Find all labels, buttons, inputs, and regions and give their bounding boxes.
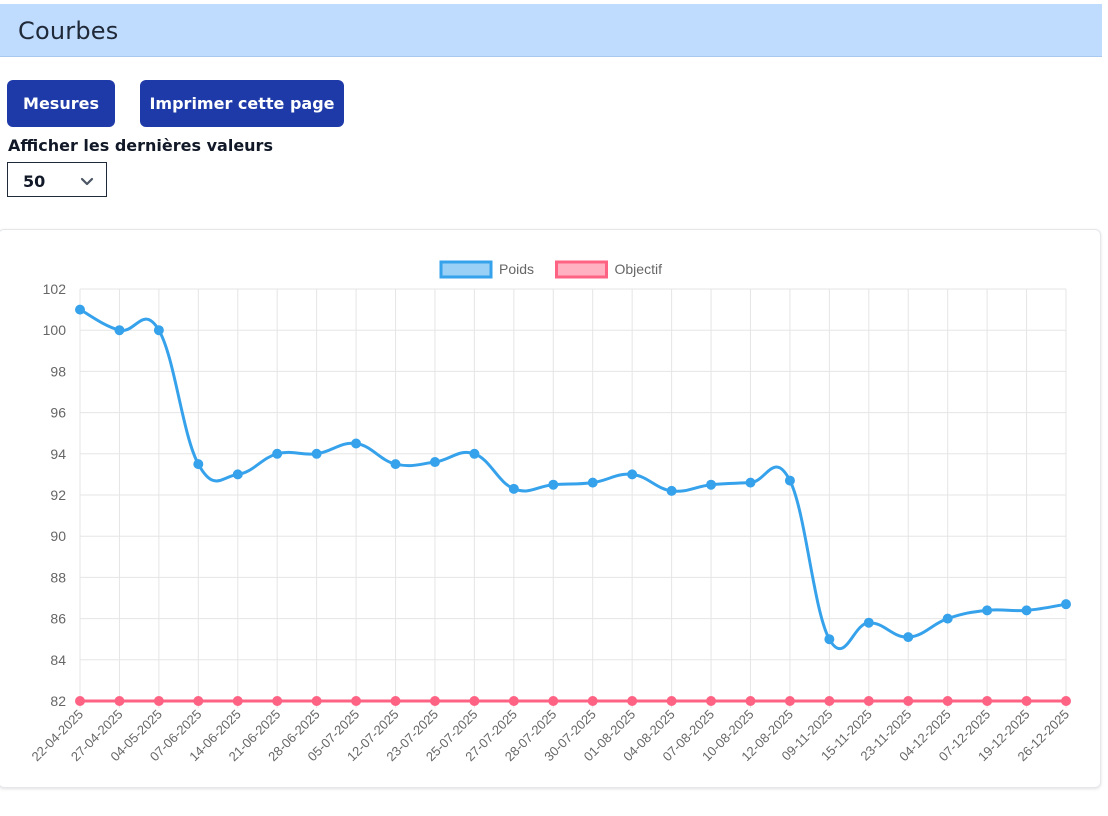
- y-tick-label: 88: [50, 569, 66, 585]
- objectif-legend-label: Objectif: [615, 261, 663, 277]
- page-header: Courbes: [0, 4, 1102, 57]
- objectif-point: [706, 696, 717, 706]
- poids-legend-label: Poids: [499, 261, 534, 277]
- poids-point: [75, 304, 85, 315]
- objectif-point: [153, 696, 164, 706]
- y-tick-label: 82: [50, 693, 66, 709]
- poids-point: [784, 475, 795, 486]
- y-tick-label: 98: [50, 363, 66, 379]
- poids-point: [627, 469, 638, 480]
- poids-point: [982, 605, 993, 616]
- poids-point: [824, 634, 835, 645]
- poids-point: [390, 459, 401, 470]
- objectif-point: [942, 696, 953, 706]
- poids-point: [745, 477, 756, 488]
- objectif-point: [666, 696, 677, 706]
- y-tick-label: 96: [50, 405, 66, 421]
- objectif-point: [587, 696, 598, 706]
- last-values-select[interactable]: 50: [7, 162, 107, 197]
- y-tick-label: 100: [43, 322, 67, 338]
- chevron-down-icon: [80, 174, 94, 192]
- poids-point: [706, 479, 717, 490]
- poids-point: [548, 479, 559, 490]
- last-values-label: Afficher les dernières valeurs: [8, 136, 273, 155]
- objectif-legend-swatch: [555, 260, 608, 279]
- y-tick-label: 86: [50, 611, 66, 627]
- poids-point: [863, 617, 874, 628]
- poids-point: [232, 469, 243, 480]
- objectif-point: [784, 696, 795, 706]
- objectif-point: [982, 696, 993, 706]
- objectif-point: [863, 696, 874, 706]
- poids-point: [193, 459, 204, 470]
- objectif-point: [390, 696, 401, 706]
- objectif-point: [508, 696, 519, 706]
- poids-point: [666, 485, 677, 496]
- objectif-point: [193, 696, 204, 706]
- y-tick-label: 84: [50, 652, 66, 668]
- objectif-point: [627, 696, 638, 706]
- measures-button[interactable]: Mesures: [7, 80, 115, 127]
- objectif-point: [429, 696, 440, 706]
- objectif-point: [469, 696, 480, 706]
- poids-point: [114, 325, 125, 336]
- poids-legend-swatch: [439, 260, 493, 279]
- y-tick-label: 92: [50, 487, 66, 503]
- poids-point: [311, 448, 322, 459]
- objectif-point: [272, 696, 283, 706]
- page-title: Courbes: [18, 17, 119, 45]
- poids-point: [153, 325, 164, 336]
- poids-series-line: [79, 308, 1067, 650]
- y-tick-label: 90: [50, 528, 66, 544]
- objectif-point: [745, 696, 756, 706]
- poids-point: [1061, 599, 1071, 610]
- objectif-point: [351, 696, 362, 706]
- weight-chart: 82848688909294969810010222-04-202527-04-…: [28, 260, 1072, 764]
- objectif-point: [903, 696, 914, 706]
- y-tick-label: 102: [43, 281, 67, 297]
- objectif-point: [548, 696, 559, 706]
- print-page-button[interactable]: Imprimer cette page: [140, 80, 344, 127]
- last-values-selected: 50: [23, 172, 46, 191]
- poids-point: [469, 448, 480, 459]
- objectif-point: [75, 696, 85, 706]
- objectif-point: [824, 696, 835, 706]
- poids-point: [508, 483, 519, 494]
- objectif-point: [1061, 696, 1071, 706]
- poids-point: [587, 477, 598, 488]
- objectif-point: [114, 696, 125, 706]
- poids-point: [429, 457, 440, 468]
- y-tick-label: 94: [50, 446, 66, 462]
- chart-card: 82 84 86 88 90 92 94 96 98 100 102 22-04-2025 27-04-…: [0, 229, 1101, 788]
- poids-point: [272, 448, 283, 459]
- poids-point: [1021, 605, 1032, 616]
- poids-point: [903, 632, 914, 643]
- poids-point: [351, 438, 362, 449]
- objectif-point: [1021, 696, 1032, 706]
- poids-point: [942, 613, 953, 624]
- objectif-point: [232, 696, 243, 706]
- objectif-point: [311, 696, 322, 706]
